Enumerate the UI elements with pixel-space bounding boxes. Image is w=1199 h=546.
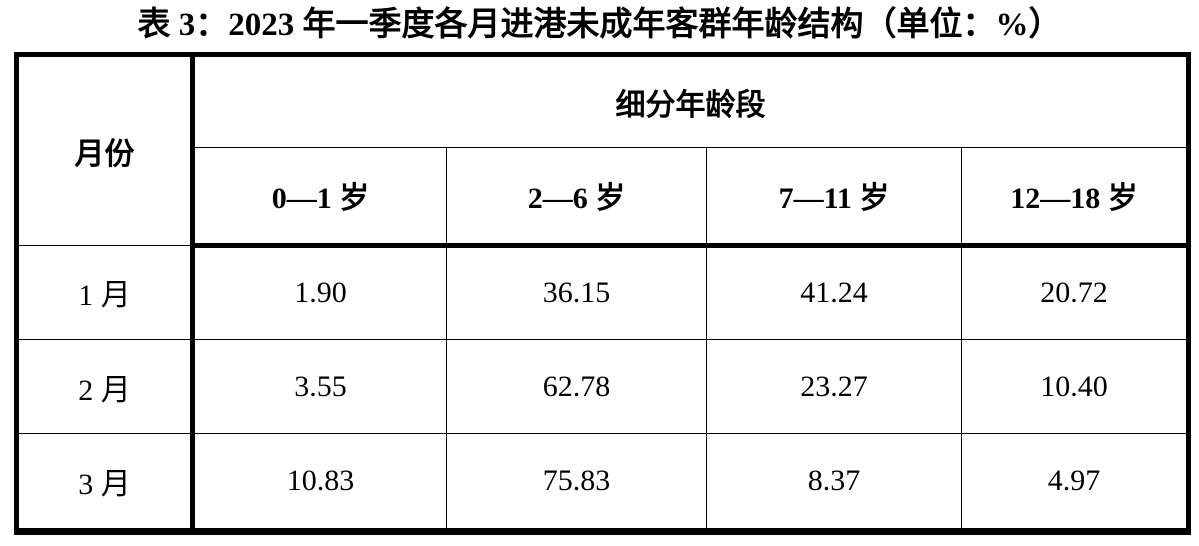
table-row-march: 3 月 10.83 75.83 8.37 4.97: [16, 433, 1189, 532]
header-row-group: 月份 细分年龄段: [16, 54, 1189, 246]
table-row-february: 2 月 3.55 62.78 23.27 10.40: [16, 339, 1189, 435]
cell-value: 62.78: [446, 339, 707, 435]
header-cell-age-group: 细分年龄段: [192, 54, 1189, 148]
cell-value: 10.40: [961, 339, 1189, 435]
header-cell-age-0-1: 0—1 岁: [192, 146, 447, 248]
table-row-january: 1 月 1.90 36.15 41.24 20.72: [16, 244, 1189, 341]
table-caption: 表 3：2023 年一季度各月进港未成年客群年龄结构（单位：%）: [137, 7, 1062, 43]
age-structure-table: 月份 细分年龄段 0—1 岁 2—6 岁 7—11 岁 12—18 岁 1 月 …: [14, 52, 1191, 535]
cell-value: 8.37: [706, 433, 962, 532]
cell-value: 10.83: [192, 433, 447, 532]
cell-value: 75.83: [446, 433, 707, 532]
cell-value: 4.97: [961, 433, 1189, 532]
header-cell-age-7-11: 7—11 岁: [706, 146, 962, 248]
cell-value: 1.90: [192, 244, 447, 341]
header-cell-age-12-18: 12—18 岁: [961, 146, 1189, 248]
cell-value: 20.72: [961, 244, 1189, 341]
header-cell-age-2-6: 2—6 岁: [446, 146, 707, 248]
cell-value: 3.55: [192, 339, 447, 435]
cell-value: 41.24: [706, 244, 962, 341]
cell-value: 36.15: [446, 244, 707, 341]
row-label-month: 1 月: [16, 244, 195, 341]
row-label-month: 3 月: [16, 433, 195, 532]
row-label-month: 2 月: [16, 339, 195, 435]
header-row-age-ranges: 0—1 岁 2—6 岁 7—11 岁 12—18 岁: [17, 146, 1189, 248]
header-cell-month: 月份: [16, 54, 195, 246]
cell-value: 23.27: [706, 339, 962, 435]
